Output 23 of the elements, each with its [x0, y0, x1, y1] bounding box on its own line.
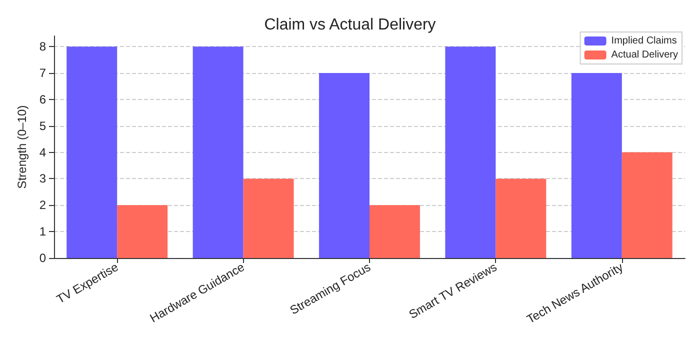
- legend-label: Implied Claims: [611, 36, 677, 46]
- chart-title: Claim vs Actual Delivery: [264, 16, 436, 34]
- y-axis-title: Strength (0–10): [15, 105, 29, 189]
- y-tick-label: 7: [39, 66, 46, 80]
- y-tick-label: 4: [39, 145, 46, 160]
- y-tick-label: 1: [39, 224, 46, 239]
- bar: [445, 46, 496, 258]
- bar: [622, 152, 672, 258]
- y-tick-label: 5: [39, 118, 46, 133]
- y-tick-label: 2: [39, 198, 46, 212]
- y-tick-label: 3: [39, 172, 46, 186]
- bar: [243, 178, 294, 258]
- bar: [571, 73, 622, 258]
- legend-label: Actual Delivery: [611, 50, 678, 60]
- bar: [66, 46, 118, 258]
- y-tick-label: 0: [39, 251, 46, 265]
- bar: [192, 46, 244, 258]
- bar: [370, 205, 420, 258]
- bar: [319, 73, 370, 258]
- bar: [117, 205, 168, 258]
- y-tick-label: 6: [39, 92, 46, 106]
- bar: [496, 178, 546, 258]
- y-tick-label: 8: [39, 40, 46, 54]
